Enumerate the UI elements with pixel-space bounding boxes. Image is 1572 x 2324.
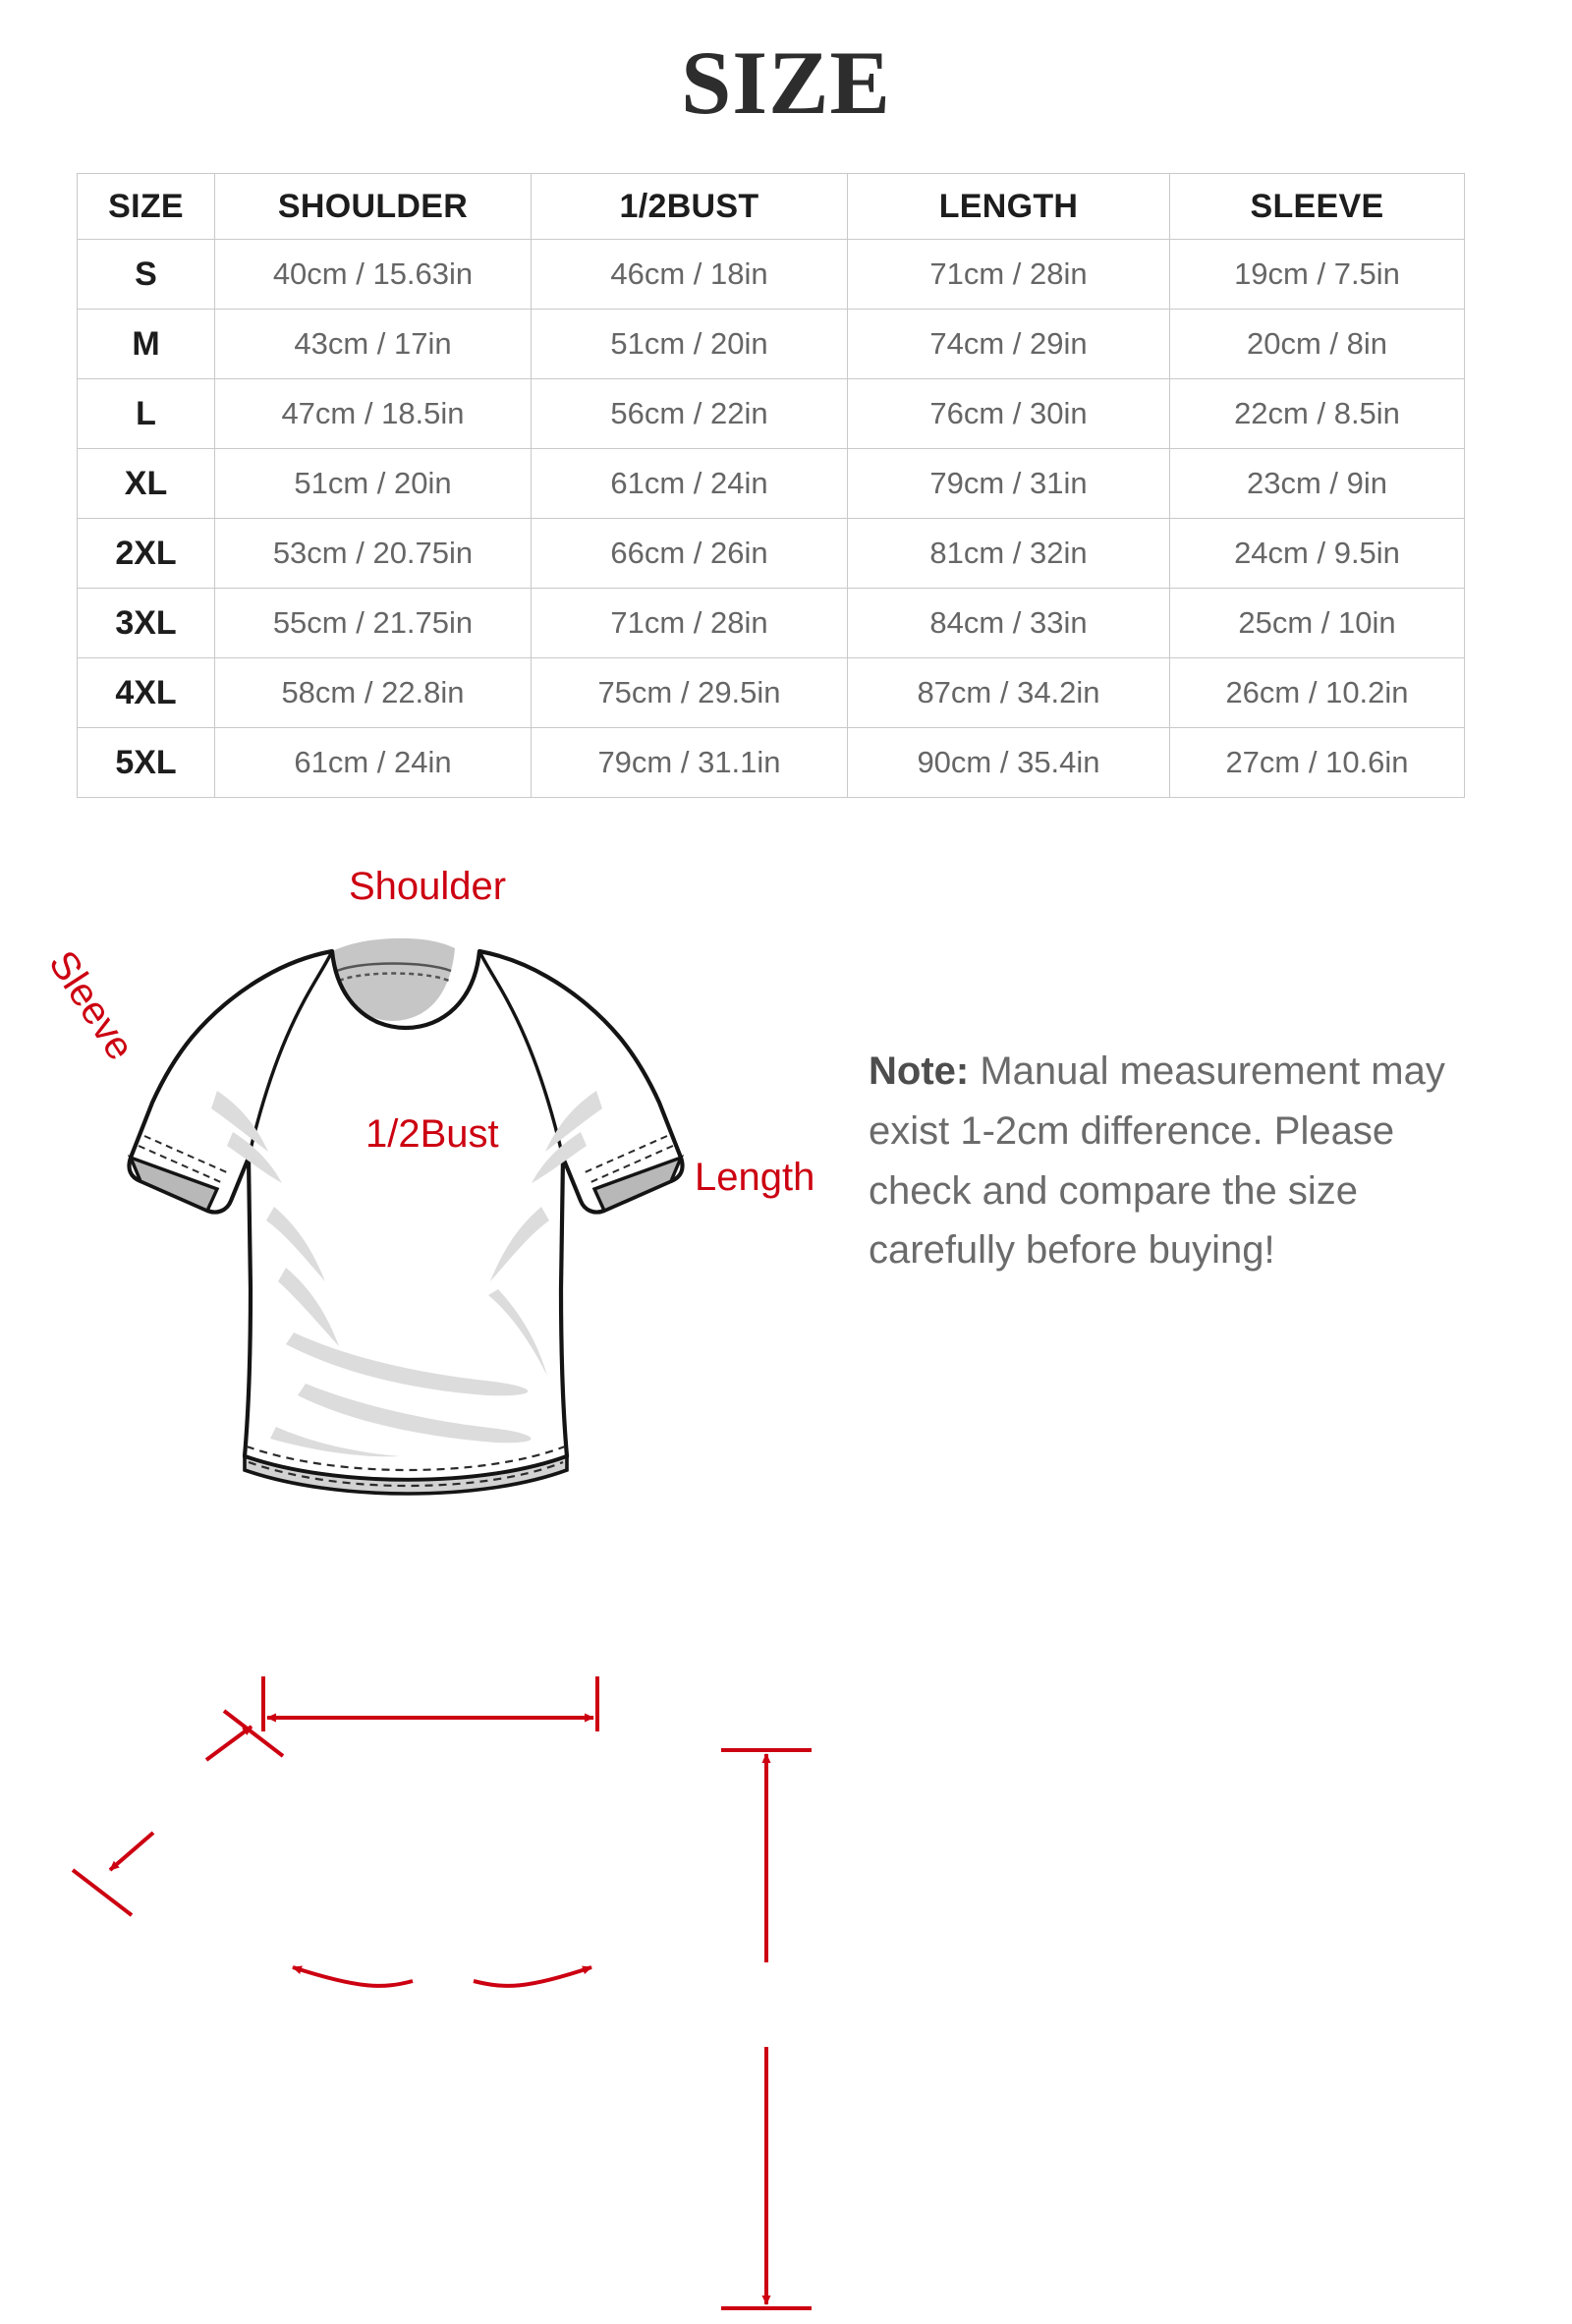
bust-dimension-arrow bbox=[292, 1965, 592, 1988]
table-header-row: SIZE SHOULDER 1/2BUST LENGTH SLEEVE bbox=[77, 173, 1465, 240]
cell-sleeve: 24cm / 9.5in bbox=[1169, 518, 1465, 589]
page-title: SIZE bbox=[681, 32, 891, 133]
left-shoulder-seam bbox=[247, 950, 334, 1159]
hem-band bbox=[243, 1453, 569, 1496]
cell-sleeve: 25cm / 10in bbox=[1169, 588, 1465, 658]
cell-size: 5XL bbox=[77, 727, 215, 798]
cell-length: 84cm / 33in bbox=[847, 588, 1170, 658]
cell-shoulder: 53cm / 20.75in bbox=[214, 518, 532, 589]
cell-shoulder: 40cm / 15.63in bbox=[214, 239, 532, 310]
cell-length: 87cm / 34.2in bbox=[847, 657, 1170, 728]
sleeve-arrow-up bbox=[204, 1725, 253, 1762]
cell-sleeve: 27cm / 10.6in bbox=[1169, 727, 1465, 798]
cell-shoulder: 47cm / 18.5in bbox=[214, 378, 532, 449]
cell-length: 71cm / 28in bbox=[847, 239, 1170, 310]
table-row: 4XL 58cm / 22.8in 75cm / 29.5in 87cm / 3… bbox=[77, 657, 1465, 728]
cell-size: 4XL bbox=[77, 657, 215, 728]
cell-sleeve: 20cm / 8in bbox=[1169, 309, 1465, 379]
cell-bust: 71cm / 28in bbox=[531, 588, 848, 658]
left-cuff-stitch-1 bbox=[138, 1145, 224, 1184]
cell-size: M bbox=[77, 309, 215, 379]
fabric-wrinkles bbox=[211, 1091, 602, 1457]
cell-length: 74cm / 29in bbox=[847, 309, 1170, 379]
note-block: Note: Manual measurement may exist 1-2cm… bbox=[869, 1042, 1478, 1280]
hem-stitch-1 bbox=[246, 1445, 566, 1472]
table-row: L 47cm / 18.5in 56cm / 22in 76cm / 30in … bbox=[77, 378, 1465, 449]
cell-sleeve: 23cm / 9in bbox=[1169, 448, 1465, 519]
right-shoulder-seam bbox=[477, 950, 565, 1159]
column-header-size: SIZE bbox=[77, 173, 215, 240]
cell-size: XL bbox=[77, 448, 215, 519]
cell-size: 3XL bbox=[77, 588, 215, 658]
right-cuff-stitch-2 bbox=[582, 1135, 668, 1174]
collar-stitch-dash bbox=[338, 972, 450, 983]
tshirt-outline bbox=[127, 948, 685, 1483]
cell-bust: 56cm / 22in bbox=[531, 378, 848, 449]
collar-inner bbox=[332, 937, 455, 1021]
cell-length: 90cm / 35.4in bbox=[847, 727, 1170, 798]
bust-arrow-left bbox=[292, 1965, 414, 1988]
table-row: 3XL 55cm / 21.75in 71cm / 28in 84cm / 33… bbox=[77, 588, 1465, 658]
collar-stitch-band bbox=[336, 962, 452, 973]
right-cuff-fold bbox=[591, 1155, 685, 1214]
tshirt-illustration bbox=[127, 937, 685, 1496]
size-chart-table: SIZE SHOULDER 1/2BUST LENGTH SLEEVE S 40… bbox=[77, 173, 1465, 798]
cell-size: 2XL bbox=[77, 518, 215, 589]
hem-stitch-2 bbox=[248, 1460, 564, 1488]
length-dimension-arrow bbox=[721, 1748, 812, 2310]
cell-bust: 79cm / 31.1in bbox=[531, 727, 848, 798]
cell-sleeve: 19cm / 7.5in bbox=[1169, 239, 1465, 310]
label-length: Length bbox=[695, 1156, 815, 1199]
cell-length: 79cm / 31in bbox=[847, 448, 1170, 519]
left-cuff-stitch-2 bbox=[143, 1135, 230, 1174]
cell-length: 76cm / 30in bbox=[847, 378, 1170, 449]
sleeve-tick-bottom bbox=[71, 1868, 134, 1917]
table-row: 2XL 53cm / 20.75in 66cm / 26in 81cm / 32… bbox=[77, 518, 1465, 589]
cell-shoulder: 61cm / 24in bbox=[214, 727, 532, 798]
column-header-shoulder: SHOULDER bbox=[214, 173, 532, 240]
cell-bust: 51cm / 20in bbox=[531, 309, 848, 379]
table-row: M 43cm / 17in 51cm / 20in 74cm / 29in 20… bbox=[77, 309, 1465, 379]
cell-shoulder: 55cm / 21.75in bbox=[214, 588, 532, 658]
size-chart-table-container: SIZE SHOULDER 1/2BUST LENGTH SLEEVE S 40… bbox=[77, 173, 1465, 798]
right-cuff-stitch-1 bbox=[588, 1145, 674, 1184]
sleeve-dimension-arrow bbox=[71, 1709, 285, 1917]
table-row: 5XL 61cm / 24in 79cm / 31.1in 90cm / 35.… bbox=[77, 727, 1465, 798]
cell-shoulder: 43cm / 17in bbox=[214, 309, 532, 379]
left-cuff-fold bbox=[127, 1155, 220, 1214]
label-bust: 1/2Bust bbox=[365, 1112, 499, 1156]
cell-shoulder: 51cm / 20in bbox=[214, 448, 532, 519]
cell-size: S bbox=[77, 239, 215, 310]
sleeve-tick-top bbox=[222, 1709, 285, 1758]
column-header-sleeve: SLEEVE bbox=[1169, 173, 1465, 240]
cell-bust: 75cm / 29.5in bbox=[531, 657, 848, 728]
cell-size: L bbox=[77, 378, 215, 449]
table-row: XL 51cm / 20in 61cm / 24in 79cm / 31in 2… bbox=[77, 448, 1465, 519]
cell-bust: 61cm / 24in bbox=[531, 448, 848, 519]
cell-bust: 66cm / 26in bbox=[531, 518, 848, 589]
cell-length: 81cm / 32in bbox=[847, 518, 1170, 589]
table-row: S 40cm / 15.63in 46cm / 18in 71cm / 28in… bbox=[77, 239, 1465, 310]
column-header-bust: 1/2BUST bbox=[531, 173, 848, 240]
cell-sleeve: 26cm / 10.2in bbox=[1169, 657, 1465, 728]
cell-bust: 46cm / 18in bbox=[531, 239, 848, 310]
bust-arrow-right bbox=[473, 1965, 592, 1988]
note-label: Note: bbox=[869, 1049, 970, 1093]
column-header-length: LENGTH bbox=[847, 173, 1170, 240]
cell-shoulder: 58cm / 22.8in bbox=[214, 657, 532, 728]
cell-sleeve: 22cm / 8.5in bbox=[1169, 378, 1465, 449]
note-text: Manual measurement may exist 1-2cm diffe… bbox=[869, 1049, 1445, 1273]
sleeve-arrow-down bbox=[108, 1831, 155, 1872]
label-shoulder: Shoulder bbox=[349, 865, 507, 908]
